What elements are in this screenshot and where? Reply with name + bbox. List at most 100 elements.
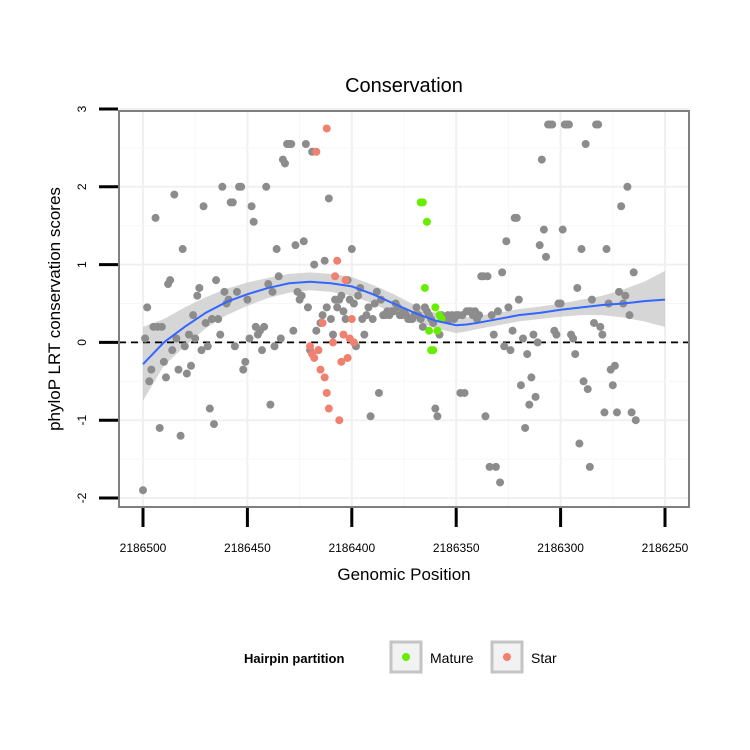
data-point-other [585, 462, 594, 471]
data-point-other [214, 315, 223, 324]
data-point-star [347, 315, 356, 324]
data-point-other [493, 307, 502, 316]
data-points [139, 120, 640, 495]
data-point-other [289, 326, 298, 335]
data-point-other [537, 155, 546, 164]
x-tick-label: 2186400 [328, 541, 375, 555]
x-tick-label: 2186250 [642, 541, 689, 555]
data-point-other [168, 346, 177, 355]
data-point-other [498, 268, 507, 277]
data-point-other [274, 272, 283, 281]
data-point-other [533, 338, 542, 347]
legend: Hairpin partition Mature Star [244, 640, 557, 674]
data-point-other [475, 311, 484, 320]
data-point-other [258, 346, 267, 355]
data-point-mature [422, 217, 431, 226]
data-point-other [629, 268, 638, 277]
y-tick-label: -2 [75, 492, 89, 503]
x-tick-label: 2186500 [120, 541, 167, 555]
data-point-other [172, 334, 181, 343]
y-tick-label: -1 [75, 415, 89, 426]
data-point-other [159, 357, 168, 366]
data-point-other [322, 303, 331, 312]
y-tick-label: 2 [75, 183, 89, 190]
data-point-other [610, 361, 619, 370]
data-point-other [516, 381, 525, 390]
data-point-other [487, 311, 496, 320]
data-point-other [508, 326, 517, 335]
data-point-star [310, 353, 319, 362]
data-point-other [623, 182, 632, 191]
data-point-other [201, 318, 210, 327]
data-point-other [249, 217, 258, 226]
data-point-mature [420, 283, 429, 292]
data-point-other [264, 280, 273, 289]
legend-label-star: Star [531, 650, 557, 666]
data-point-star [337, 357, 346, 366]
data-point-other [504, 303, 513, 312]
axes: 2186500 2186450 2186400 2186350 2186300 21862… [75, 105, 689, 555]
data-point-star [316, 365, 325, 374]
data-point-other [564, 120, 573, 129]
data-point-star [339, 330, 348, 339]
data-point-other [433, 412, 442, 421]
data-point-other [573, 283, 582, 292]
data-point-star [333, 256, 342, 265]
x-tick-label: 2186350 [433, 541, 480, 555]
data-point-other [596, 322, 605, 331]
data-point-star [324, 404, 333, 413]
data-point-other [245, 334, 254, 343]
data-point-other [228, 198, 237, 207]
data-point-other [203, 342, 212, 351]
data-point-other [339, 307, 348, 316]
data-point-other [519, 334, 528, 343]
data-point-star [318, 318, 327, 327]
data-point-other [326, 315, 335, 324]
data-point-mature [431, 303, 440, 312]
data-point-star [331, 272, 340, 281]
data-point-other [182, 369, 191, 378]
data-point-star [322, 388, 331, 397]
smooth-trend-curve [142, 280, 666, 365]
data-point-other [195, 283, 204, 292]
data-point-other [500, 342, 509, 351]
data-point-other [333, 303, 342, 312]
data-point-other [151, 213, 160, 222]
data-point-other [552, 330, 561, 339]
data-point-other [143, 303, 152, 312]
data-point-other [412, 303, 421, 312]
data-point-other [272, 245, 281, 254]
x-tick-label: 2186450 [224, 541, 271, 555]
data-point-other [270, 342, 279, 351]
data-point-other [193, 291, 202, 300]
data-point-other [139, 486, 147, 495]
data-point-other [301, 140, 310, 149]
data-point-other [262, 182, 271, 191]
legend-marker-mature [402, 653, 410, 661]
data-point-other [184, 330, 193, 339]
data-point-other [625, 311, 634, 320]
data-point-other [280, 159, 289, 168]
data-point-other [527, 373, 536, 382]
data-point-other [174, 365, 183, 374]
data-point-other [243, 295, 252, 304]
data-point-other [531, 392, 540, 401]
data-point-other [199, 202, 208, 211]
data-point-other [370, 299, 379, 308]
data-point-other [491, 462, 500, 471]
data-point-other [374, 388, 383, 397]
data-point-other [212, 276, 221, 285]
data-point-other [583, 385, 592, 394]
data-point-star [314, 346, 323, 355]
data-point-star [349, 338, 358, 347]
data-point-other [571, 350, 580, 359]
data-point-other [431, 404, 440, 413]
data-point-other [318, 311, 327, 320]
data-point-other [237, 182, 246, 191]
data-point-other [418, 322, 427, 331]
data-point-other [523, 350, 532, 359]
data-point-other [329, 330, 338, 339]
data-point-other [506, 346, 515, 355]
data-point-mature [429, 346, 438, 355]
